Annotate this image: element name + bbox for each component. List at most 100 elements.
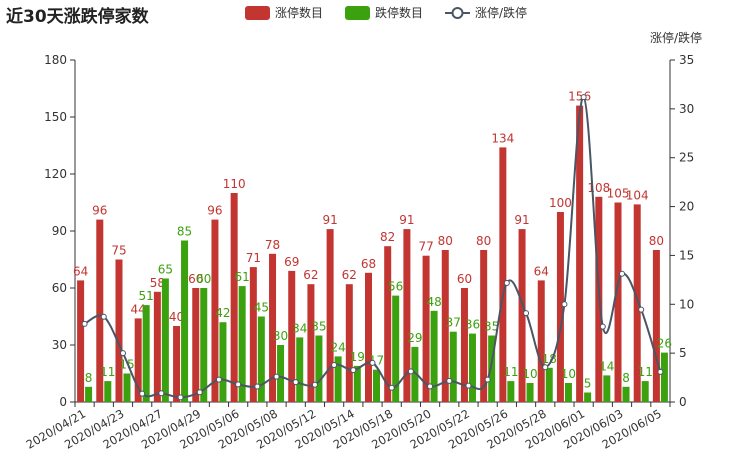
bar-limit-down <box>123 373 131 402</box>
ratio-point <box>177 394 184 401</box>
bar-limit-up <box>652 250 660 402</box>
bar-limit-up <box>307 284 315 402</box>
bar-value-label: 19 <box>350 350 365 364</box>
ratio-point <box>158 390 165 397</box>
bar-limit-up <box>480 250 488 402</box>
ratio-point <box>311 381 318 388</box>
ratio-point <box>235 381 242 388</box>
bar-limit-down <box>488 335 496 402</box>
bar-value-label: 96 <box>207 204 222 218</box>
bar-value-label: 64 <box>73 264 88 278</box>
bar-value-label: 58 <box>150 276 165 290</box>
y-right-tick-label: 20 <box>679 200 694 214</box>
bar-limit-down <box>219 322 227 402</box>
bar-value-label: 11 <box>503 365 518 379</box>
ratio-point <box>619 270 626 277</box>
bar-limit-up <box>441 250 449 402</box>
bar-value-label: 156 <box>568 90 591 104</box>
chart-title: 近30天涨跌停家数 <box>6 7 149 27</box>
bar-limit-down <box>277 345 285 402</box>
y-left-tick-label: 120 <box>44 167 67 181</box>
ratio-point <box>292 379 299 386</box>
bar-value-label: 44 <box>131 302 146 316</box>
bar-limit-down <box>468 333 476 402</box>
bar-limit-up <box>384 246 392 402</box>
bar-limit-down <box>142 305 150 402</box>
bar-value-label: 80 <box>438 234 453 248</box>
ratio-point <box>561 301 568 308</box>
bar-value-label: 40 <box>169 310 184 324</box>
bar-value-label: 48 <box>426 295 441 309</box>
bar-value-label: 96 <box>92 204 107 218</box>
ratio-point <box>254 383 261 390</box>
ratio-point <box>465 382 472 389</box>
ratio-point <box>215 376 222 383</box>
bar-value-label: 5 <box>584 377 592 391</box>
y-right-axis-label: 涨停/跌停 <box>650 30 702 45</box>
bar-value-label: 11 <box>100 365 115 379</box>
bar-value-label: 91 <box>514 213 529 227</box>
ratio-point <box>503 279 510 286</box>
y-right-tick-label: 15 <box>679 248 694 262</box>
bar-limit-down <box>296 337 304 402</box>
bar-limit-up <box>288 270 296 402</box>
bar-value-label: 91 <box>322 213 337 227</box>
y-right-tick-label: 35 <box>679 53 694 67</box>
ratio-line <box>84 96 662 399</box>
bar-value-label: 10 <box>522 367 537 381</box>
bar-value-label: 35 <box>311 320 326 334</box>
legend-swatch <box>345 6 370 20</box>
ratio-point <box>100 313 107 320</box>
bar-limit-down <box>181 240 189 402</box>
bar-limit-up <box>365 272 372 402</box>
y-right-tick-label: 5 <box>679 346 687 360</box>
bar-limit-up <box>614 202 622 402</box>
bar-value-label: 30 <box>273 329 288 343</box>
bar-value-label: 14 <box>599 359 614 373</box>
bar-value-label: 62 <box>303 268 318 282</box>
bar-value-label: 11 <box>638 365 653 379</box>
ratio-point <box>369 359 376 366</box>
bar-value-label: 8 <box>622 371 630 385</box>
bar-limit-up <box>556 212 564 402</box>
bar-limit-up <box>211 219 219 402</box>
ratio-point <box>350 367 357 374</box>
bar-limit-down <box>334 356 342 402</box>
bar-value-label: 80 <box>649 234 664 248</box>
bar-limit-up <box>96 219 104 402</box>
bar-limit-down <box>373 369 380 402</box>
bar-value-label: 78 <box>265 238 280 252</box>
bar-limit-down <box>622 386 630 402</box>
bar-limit-up <box>134 318 142 402</box>
bar-value-label: 75 <box>111 244 126 258</box>
bar-limit-up <box>173 326 181 402</box>
legend-marker <box>451 7 464 19</box>
bar-limit-down <box>238 286 246 402</box>
bar-limit-up <box>403 229 411 402</box>
ratio-point <box>407 368 414 375</box>
bar-value-label: 29 <box>407 331 422 345</box>
bar-value-label: 37 <box>446 316 461 330</box>
bar-limit-down <box>545 367 553 402</box>
bar-limit-up <box>460 288 468 402</box>
bar-value-label: 69 <box>284 255 299 269</box>
bar-value-label: 10 <box>561 367 576 381</box>
bar-limit-up <box>77 280 85 402</box>
bar-limit-down <box>507 381 515 402</box>
ratio-point <box>331 361 338 368</box>
y-left-tick-label: 150 <box>44 110 67 124</box>
bar-limit-up <box>230 193 238 402</box>
y-right-tick-label: 30 <box>679 102 694 116</box>
bar-limit-up <box>345 284 353 402</box>
bar-limit-up <box>499 147 507 402</box>
ratio-point <box>119 350 126 357</box>
y-right-tick-label: 10 <box>679 297 694 311</box>
ratio-point <box>427 383 434 390</box>
bar-limit-down <box>315 335 323 402</box>
bar-limit-down <box>85 386 93 402</box>
bar-value-label: 82 <box>380 230 395 244</box>
bar-limit-down <box>257 316 265 402</box>
bar-value-label: 110 <box>223 177 246 191</box>
bar-value-label: 26 <box>657 337 672 351</box>
